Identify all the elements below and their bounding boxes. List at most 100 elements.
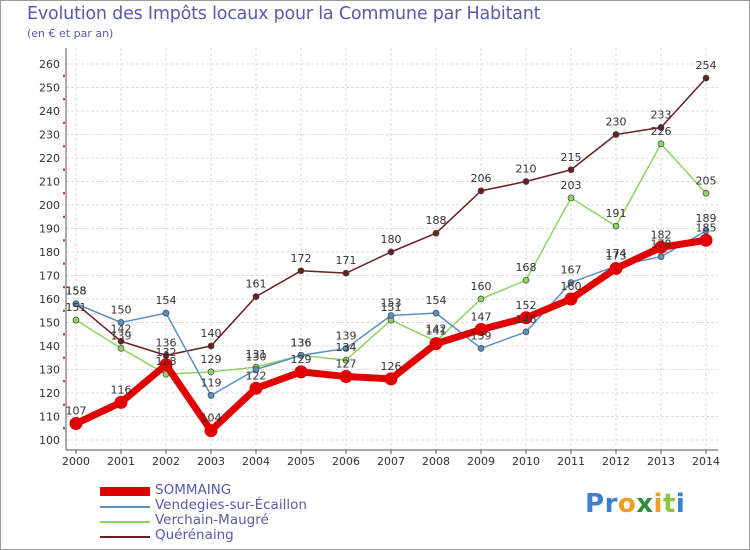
legend-swatch xyxy=(100,521,150,523)
y-tick-label: 120 xyxy=(39,387,60,400)
y-minor-tick xyxy=(63,239,65,242)
x-tick-label: 2014 xyxy=(692,455,720,468)
data-point xyxy=(522,178,530,185)
data-point xyxy=(429,337,443,351)
data-label: 146 xyxy=(516,313,537,326)
data-label: 140 xyxy=(201,327,222,340)
data-point xyxy=(297,352,305,359)
data-label: 168 xyxy=(516,261,537,274)
y-minor-tick xyxy=(63,121,65,124)
y-minor-tick xyxy=(63,403,65,406)
legend-swatch xyxy=(100,506,150,508)
data-label: 154 xyxy=(426,294,447,307)
logo-letter: i xyxy=(675,489,686,519)
data-label: 158 xyxy=(66,285,87,298)
data-label: 151 xyxy=(66,301,87,314)
data-point xyxy=(339,370,353,384)
data-label: 151 xyxy=(381,301,402,314)
data-label: 139 xyxy=(471,329,492,342)
y-minor-tick xyxy=(63,98,65,101)
proxiti-logo: Proxiti xyxy=(585,489,685,519)
y-minor-tick xyxy=(63,192,65,195)
data-label: 129 xyxy=(201,353,222,366)
data-label: 180 xyxy=(381,233,402,246)
y-tick-label: 140 xyxy=(39,340,60,353)
data-label: 122 xyxy=(246,369,267,382)
logo-letter: o xyxy=(617,489,637,519)
data-label: 174 xyxy=(606,247,627,260)
data-label: 171 xyxy=(336,254,357,267)
data-point xyxy=(249,381,263,395)
chart-subtitle: (en € et par an) xyxy=(27,27,114,40)
y-tick-label: 220 xyxy=(39,152,60,165)
data-point xyxy=(657,253,665,261)
y-tick-label: 130 xyxy=(39,364,60,377)
data-point xyxy=(609,261,623,275)
x-tick-label: 2007 xyxy=(377,455,405,468)
data-point xyxy=(699,233,713,247)
data-label: 129 xyxy=(291,353,312,366)
data-point xyxy=(252,366,260,373)
data-point xyxy=(72,300,80,308)
y-minor-tick xyxy=(63,262,65,265)
y-tick-label: 170 xyxy=(39,270,60,283)
data-point xyxy=(474,323,488,337)
x-tick-label: 2004 xyxy=(242,455,270,468)
chart-title: Evolution des Impôts locaux pour la Comm… xyxy=(27,4,541,24)
data-label: 119 xyxy=(201,376,222,389)
data-label: 203 xyxy=(561,179,582,192)
data-label: 233 xyxy=(651,108,672,121)
data-point xyxy=(207,368,215,376)
data-label: 160 xyxy=(471,280,492,293)
data-point xyxy=(159,358,173,372)
data-label: 182 xyxy=(651,228,672,241)
data-point xyxy=(207,392,215,399)
y-minor-tick xyxy=(63,215,65,218)
data-point xyxy=(384,372,398,386)
data-point xyxy=(252,293,260,300)
legend-swatch xyxy=(100,487,150,496)
data-label: 158 xyxy=(66,285,87,298)
data-label: 185 xyxy=(696,221,717,234)
data-point xyxy=(657,124,665,131)
legend-label: Verchain-Maugré xyxy=(155,512,269,528)
y-minor-tick xyxy=(63,74,65,77)
data-point xyxy=(567,166,575,174)
data-label: 136 xyxy=(291,336,312,349)
y-minor-tick xyxy=(63,380,65,383)
data-point xyxy=(114,395,128,409)
data-label: 116 xyxy=(111,383,132,396)
data-point xyxy=(702,74,710,82)
x-tick-label: 2000 xyxy=(62,455,90,468)
data-point xyxy=(522,328,530,336)
data-label: 206 xyxy=(471,172,492,185)
data-label: 136 xyxy=(291,336,312,349)
data-point xyxy=(162,309,170,317)
x-tick-label: 2003 xyxy=(197,455,225,468)
x-tick-label: 2005 xyxy=(287,455,315,468)
data-point xyxy=(657,140,665,148)
data-label: 210 xyxy=(516,163,537,176)
y-minor-tick xyxy=(63,145,65,148)
data-label: 152 xyxy=(516,299,537,312)
data-point xyxy=(387,312,395,319)
data-point xyxy=(432,229,440,237)
data-label: 230 xyxy=(606,116,627,129)
y-minor-tick xyxy=(63,333,65,336)
data-label: 154 xyxy=(156,294,177,307)
y-tick-label: 150 xyxy=(39,317,60,330)
data-point xyxy=(612,131,620,138)
data-point xyxy=(567,194,575,202)
x-tick-label: 2009 xyxy=(467,455,495,468)
y-minor-tick xyxy=(63,286,65,289)
legend-item: SOMMAING xyxy=(100,482,400,499)
x-tick-label: 2010 xyxy=(512,455,540,468)
y-tick-label: 230 xyxy=(39,129,60,142)
data-label: 132 xyxy=(156,346,177,359)
data-label: 127 xyxy=(336,358,357,371)
data-point xyxy=(117,337,125,345)
legend-label: Quérénaing xyxy=(155,527,234,543)
data-label: 139 xyxy=(336,329,357,342)
y-tick-label: 240 xyxy=(39,105,60,118)
